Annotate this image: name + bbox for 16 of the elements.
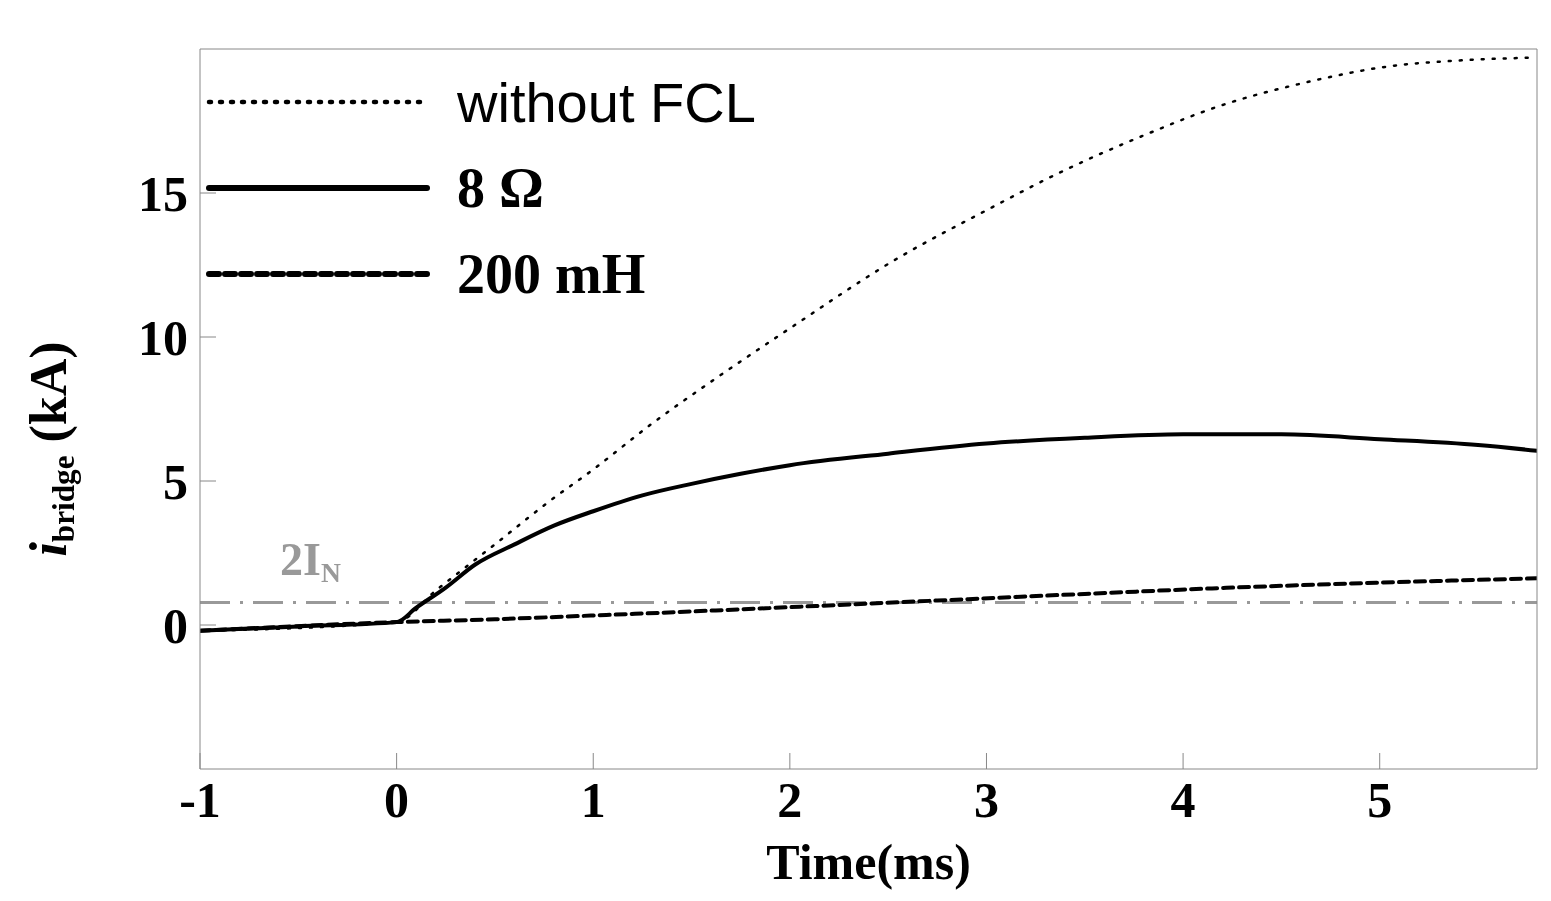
- y-tick-label: 15: [138, 165, 188, 222]
- x-tick-label: 2: [777, 771, 803, 828]
- legend-label: without FCL: [457, 69, 756, 135]
- legend-label: 8 Ω: [457, 156, 544, 220]
- x-tick-label: 5: [1367, 771, 1393, 828]
- ref-line-label: 2I$_{N}$: [280, 533, 341, 588]
- y-tick-label: 5: [163, 453, 188, 510]
- x-tick-label: 3: [973, 771, 999, 828]
- x-tick-label: 1: [580, 771, 606, 828]
- legend-label: 200 mH: [457, 242, 646, 306]
- x-tick-label: 0: [384, 771, 410, 828]
- x-axis-title: Time(ms): [766, 834, 971, 890]
- y-tick-label: 0: [163, 597, 188, 654]
- y-tick-label: 10: [138, 309, 188, 366]
- x-tick-label: 4: [1170, 771, 1196, 828]
- x-tick-label: -1: [179, 771, 221, 828]
